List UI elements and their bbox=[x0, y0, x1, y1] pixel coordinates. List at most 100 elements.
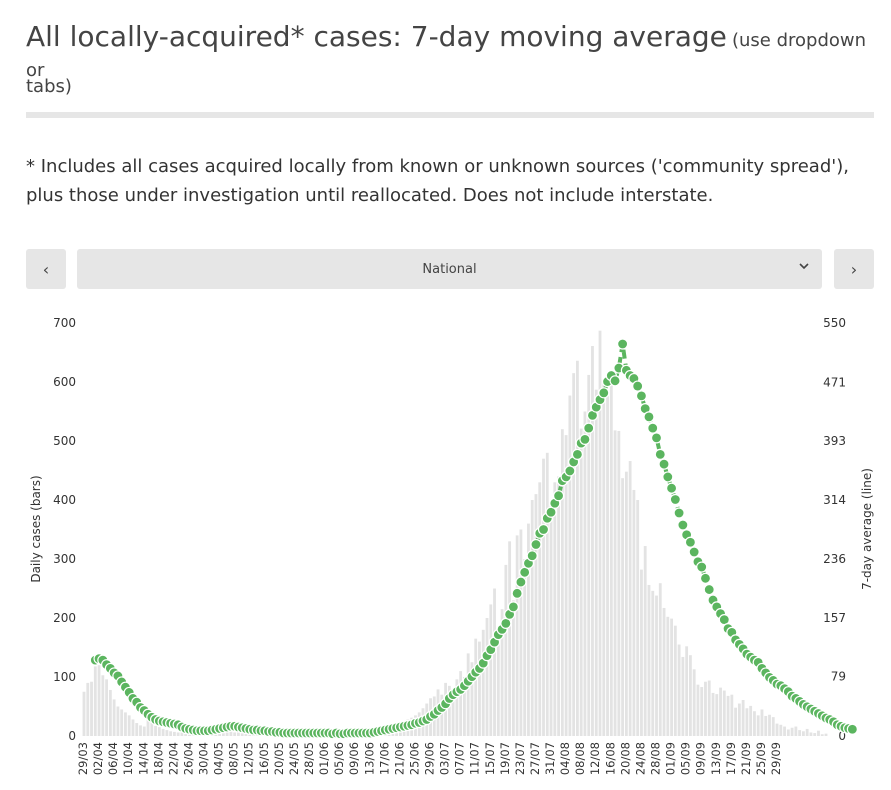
daily-case-bar bbox=[715, 694, 719, 736]
daily-case-bar bbox=[135, 723, 139, 736]
moving-average-point bbox=[684, 536, 697, 548]
daily-case-bar bbox=[722, 690, 726, 736]
daily-case-bar bbox=[455, 679, 459, 736]
daily-case-bar bbox=[496, 635, 500, 736]
daily-case-bar bbox=[150, 721, 154, 736]
footnote: * Includes all cases acquired locally fr… bbox=[26, 156, 849, 206]
daily-case-bar bbox=[794, 726, 798, 736]
left-tick-label: 700 bbox=[53, 316, 76, 330]
x-tick-label: 02/04 bbox=[91, 742, 105, 775]
daily-case-bar bbox=[481, 629, 485, 736]
x-tick-label: 05/09 bbox=[679, 742, 693, 775]
region-dropdown-value: National bbox=[422, 261, 477, 277]
moving-average-point bbox=[673, 507, 685, 519]
right-tick-label: 314 bbox=[823, 493, 846, 507]
x-tick-label: 28/08 bbox=[649, 742, 663, 775]
daily-case-bar bbox=[105, 679, 109, 736]
moving-average-point bbox=[526, 550, 538, 562]
daily-case-bar bbox=[737, 703, 741, 736]
daily-case-bar bbox=[730, 694, 734, 736]
x-tick-label: 10/04 bbox=[121, 742, 135, 775]
moving-average-point bbox=[647, 422, 659, 434]
x-tick-label: 13/06 bbox=[362, 742, 376, 775]
daily-case-bar bbox=[553, 482, 557, 736]
left-tick-label: 200 bbox=[53, 611, 76, 625]
daily-case-bar bbox=[779, 724, 783, 736]
moving-average-point bbox=[665, 482, 678, 494]
x-tick-label: 27/07 bbox=[528, 742, 542, 775]
daily-case-bar bbox=[568, 395, 572, 736]
next-region-button[interactable]: › bbox=[834, 249, 874, 289]
x-tick-label: 01/06 bbox=[317, 742, 331, 775]
x-tick-label: 16/08 bbox=[603, 742, 617, 775]
x-tick-label: 13/09 bbox=[709, 742, 723, 775]
daily-case-bar bbox=[131, 719, 135, 736]
daily-case-bar bbox=[542, 458, 545, 736]
x-tick-label: 31/07 bbox=[543, 742, 557, 775]
daily-case-bar bbox=[451, 688, 455, 736]
daily-case-bar bbox=[161, 728, 165, 736]
daily-case-bar bbox=[538, 482, 542, 736]
daily-case-bar bbox=[463, 677, 466, 736]
daily-case-bar bbox=[86, 682, 90, 736]
daily-case-bar bbox=[515, 535, 519, 736]
daily-case-bar bbox=[101, 675, 105, 736]
daily-case-bar bbox=[142, 726, 146, 736]
daily-case-bar bbox=[606, 396, 609, 736]
moving-average-point bbox=[511, 587, 523, 599]
moving-average-point bbox=[579, 433, 591, 445]
daily-case-bar bbox=[670, 618, 673, 736]
daily-case-bar bbox=[783, 726, 786, 736]
left-tick-label: 300 bbox=[53, 552, 76, 566]
daily-case-bar bbox=[696, 684, 700, 736]
x-tick-label: 08/05 bbox=[227, 742, 241, 775]
x-tick-label: 01/09 bbox=[664, 742, 678, 775]
left-axis-label: Daily cases (bars) bbox=[29, 475, 43, 582]
daily-case-bar bbox=[244, 732, 248, 736]
prev-region-button[interactable]: ‹ bbox=[26, 249, 66, 289]
daily-case-bar bbox=[97, 665, 101, 736]
x-tick-label: 29/03 bbox=[76, 742, 90, 775]
daily-case-bar bbox=[775, 723, 779, 736]
daily-case-bar bbox=[734, 707, 738, 736]
daily-case-bar bbox=[233, 732, 237, 736]
x-tick-label: 23/07 bbox=[513, 742, 527, 775]
daily-case-bar bbox=[753, 711, 756, 736]
daily-case-bar bbox=[745, 708, 749, 736]
daily-case-bar bbox=[602, 380, 606, 736]
daily-case-bar bbox=[688, 655, 692, 736]
x-tick-label: 17/09 bbox=[724, 742, 738, 775]
moving-average-point bbox=[696, 561, 708, 573]
moving-average-point bbox=[703, 583, 715, 596]
daily-case-bar bbox=[560, 429, 564, 736]
daily-case-bar bbox=[764, 715, 768, 736]
daily-case-bar bbox=[613, 430, 617, 736]
x-tick-label: 29/09 bbox=[769, 742, 783, 775]
x-tick-label: 24/08 bbox=[633, 742, 647, 775]
moving-average-point bbox=[669, 493, 681, 506]
chevron-right-icon: › bbox=[850, 259, 858, 279]
daily-case-bar bbox=[692, 669, 696, 736]
daily-case-bar bbox=[470, 662, 474, 736]
left-tick-label: 0 bbox=[68, 729, 76, 743]
x-tick-label: 29/06 bbox=[423, 742, 437, 775]
daily-case-bar bbox=[681, 656, 685, 736]
moving-average-point bbox=[537, 523, 550, 536]
daily-case-bar bbox=[673, 625, 677, 736]
daily-case-bar bbox=[572, 373, 576, 736]
daily-case-bar bbox=[817, 730, 820, 736]
daily-case-bar bbox=[786, 729, 790, 736]
daily-case-bar bbox=[440, 694, 444, 736]
daily-case-bar bbox=[587, 374, 591, 736]
daily-case-bar bbox=[662, 607, 666, 736]
daily-case-bar bbox=[655, 595, 658, 736]
daily-case-bar bbox=[237, 731, 240, 736]
region-dropdown[interactable]: National bbox=[77, 249, 822, 289]
moving-average-point bbox=[515, 576, 527, 588]
daily-case-bar bbox=[813, 733, 817, 736]
daily-case-bar bbox=[643, 546, 647, 736]
daily-case-bar bbox=[824, 733, 828, 736]
daily-case-bar bbox=[485, 618, 489, 736]
x-tick-label: 05/06 bbox=[332, 742, 346, 775]
daily-case-bar bbox=[116, 706, 120, 736]
